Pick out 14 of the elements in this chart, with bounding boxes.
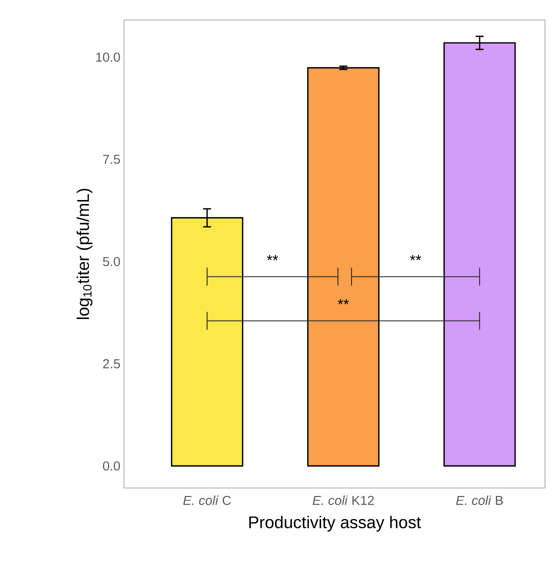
y-tick-label: 5.0 [102,256,120,266]
bar [307,67,380,467]
y-tick-label: 10.0 [96,52,120,62]
x-tick-label: E. coli K12 [312,495,374,506]
annotation: ** [338,299,349,304]
y-tick-label: 2.5 [103,359,120,368]
x-axis-title: Productivity assay host [249,516,421,532]
y-axis-title: log$_{10}$titer (pfu/mL) [76,188,92,319]
annotation: ** [266,254,278,260]
y-tick-label: 7.5 [103,154,120,164]
y-tick-label: 0.0 [102,461,120,471]
x-tick-label: E. coli B [456,495,503,506]
annotation: ** [410,254,422,260]
x-tick-label: E. coli C [183,495,231,506]
